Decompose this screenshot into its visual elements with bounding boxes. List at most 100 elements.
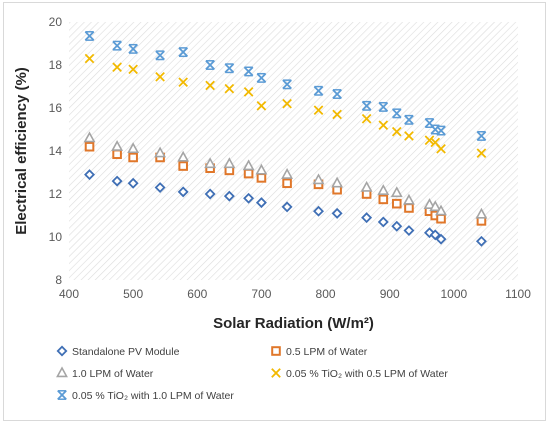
data-point [83,131,96,143]
data-point [476,131,487,141]
data-point [378,101,389,112]
data-point [177,150,190,162]
data-point [332,109,342,120]
x-tick-label: 400 [59,287,79,301]
data-point [255,197,267,209]
data-point [84,53,95,64]
series-3 [83,131,488,219]
data-point [128,43,138,54]
chart-frame: 8 10 12 14 16 18 20 400 500 600 700 800 900 1000 1100… [3,2,546,421]
series-2 [84,141,487,226]
data-point [243,192,255,204]
legend: Standalone PV Module 0.5 LPM of Water 1.0 … [56,345,448,402]
data-point [111,140,124,151]
data-point [178,47,189,58]
data-point [242,159,255,171]
x-tick-label: 900 [380,287,400,301]
data-point [224,83,235,94]
data-point [282,98,292,109]
data-point [391,126,402,137]
legend-label: 0.5 LPM of Water [286,346,368,358]
legend-marker [56,345,68,357]
data-point [429,229,441,241]
data-point [378,194,389,205]
legend-item: 0.05 % TiO₂ with 1.0 LPM of Water [57,390,234,402]
x-tick-label: 700 [251,287,271,301]
data-point [243,66,254,77]
legend-marker [56,366,68,378]
data-point [154,146,167,158]
legend-label: 0.05 % TiO₂ with 1.0 LPM of Water [72,390,234,402]
data-point [377,216,389,228]
data-point [436,125,446,136]
data-point [361,100,372,111]
y-tick-label: 20 [49,15,63,29]
data-point [204,157,217,169]
data-point [282,79,292,90]
data-point [178,161,188,171]
data-point [224,63,235,74]
data-point [403,225,415,237]
data-point [281,201,293,213]
data-point [112,40,122,51]
data-point [177,186,189,198]
y-tick-label: 8 [55,273,62,287]
data-point [391,198,402,209]
data-point [404,131,414,141]
data-point [361,113,372,124]
y-tick-label: 12 [49,187,63,201]
data-point [128,64,138,75]
data-point [313,105,324,115]
data-point [84,31,95,41]
data-point [475,207,488,219]
legend-marker [271,368,281,378]
data-point [312,173,325,185]
x-tick-label: 800 [316,287,336,301]
data-point [205,80,215,91]
data-point [404,203,414,213]
data-point [112,149,122,160]
data-point [435,204,447,216]
y-tick-label: 10 [49,230,63,244]
series-4 [84,53,487,158]
data-point [313,205,324,217]
data-point [154,182,166,194]
data-point [429,200,442,212]
legend-label: 1.0 LPM of Water [72,368,154,380]
data-point [112,62,122,72]
x-tick-label: 500 [123,287,143,301]
data-point [178,77,189,88]
data-point [313,85,324,96]
data-point [256,173,267,183]
data-point [360,180,373,192]
data-point [243,168,254,179]
y-axis-label: Electrical efficiency (%) [13,67,30,235]
data-point [424,135,435,146]
data-point [391,220,403,232]
series-5 [84,31,487,141]
y-axis-ticks: 8 10 12 14 16 18 20 [49,15,63,287]
data-point [111,175,123,187]
data-point [256,101,267,111]
data-point [127,177,139,189]
data-point [361,212,373,224]
data-point [476,148,487,158]
legend-marker [57,390,67,400]
data-point [435,233,447,245]
data-point [84,141,95,152]
data-point [436,144,446,154]
data-point [155,50,165,61]
data-point [404,114,414,125]
data-point [155,71,165,82]
data-point [331,176,344,188]
data-point [204,188,216,200]
data-point [436,213,446,224]
data-points [83,31,488,247]
data-point [128,152,138,163]
y-tick-label: 14 [49,144,63,158]
data-point [378,120,389,131]
data-point [391,108,402,119]
x-tick-label: 600 [187,287,207,301]
data-point [423,198,436,209]
legend-marker [271,346,281,356]
